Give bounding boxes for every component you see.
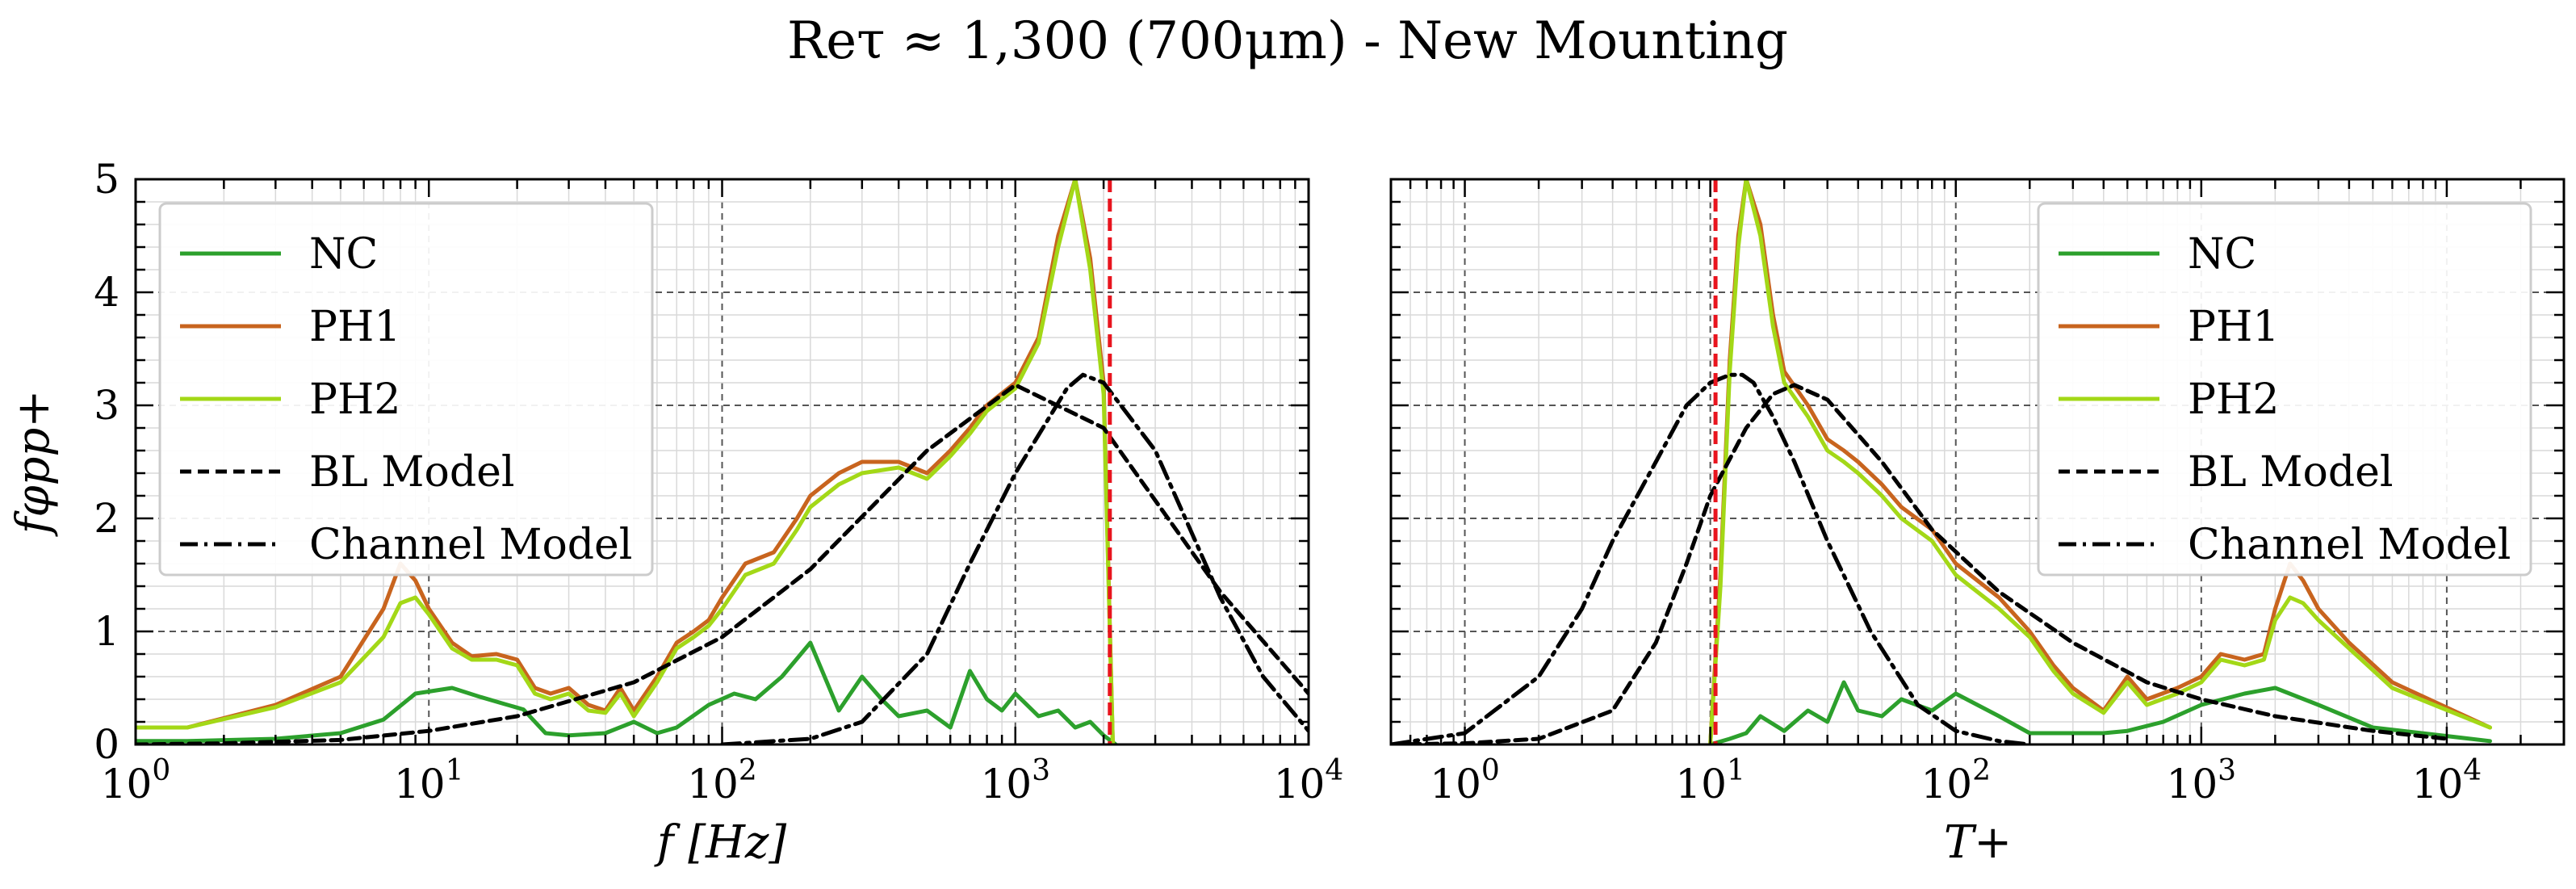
x-tick-label: 103 <box>2167 754 2237 807</box>
x-tick-label: 104 <box>1274 754 1344 807</box>
x-tick-label: 102 <box>687 754 757 807</box>
y-tick-label: 2 <box>94 495 119 542</box>
panel-frequency-ylabel: fφpp+ <box>7 390 60 538</box>
y-tick-label: 0 <box>94 721 119 768</box>
y-tick-label: 4 <box>94 269 119 316</box>
x-tick-label: 104 <box>2412 754 2482 807</box>
legend-label: BL Model <box>309 448 515 497</box>
series-nc <box>136 640 1118 744</box>
series-channel-model <box>720 372 1309 744</box>
legend-label: PH2 <box>309 375 400 424</box>
panel-time-scale-legend: NC PH1 PH2 BL Model Channel Model <box>2037 202 2532 577</box>
x-tick-label: 103 <box>980 754 1050 807</box>
legend-label: NC <box>2188 230 2256 279</box>
panel-time-scale-series <box>1391 179 2492 744</box>
legend-label: PH2 <box>2188 375 2279 424</box>
series-nc <box>1708 680 2492 744</box>
series-ph2 <box>1708 179 2492 744</box>
panel-time-scale-xlabel: T+ <box>1944 816 2012 869</box>
x-tick-label: 101 <box>394 754 464 807</box>
x-tick-label: 102 <box>1920 754 1991 807</box>
x-tick-label: 100 <box>1430 754 1500 807</box>
series-bl-model <box>1391 383 2449 744</box>
legend-label: PH1 <box>2188 303 2279 351</box>
figure-title: Reτ ≈ 1,300 (700μm) - New Mounting <box>787 11 1788 71</box>
x-tick-label: 101 <box>1675 754 1745 807</box>
panel-time-scale: 100 101 102 103 104 T+ NC PH1 PH2 BL Model Chann… <box>1389 178 2566 869</box>
legend-label: NC <box>309 230 378 279</box>
panel-frequency-ticks: 100 101 102 103 104 0 1 2 3 4 5 <box>94 156 1343 807</box>
legend-box <box>158 202 654 577</box>
legend-label: PH1 <box>309 303 400 351</box>
legend-box <box>2037 202 2532 577</box>
legend-label: Channel Model <box>2188 521 2511 569</box>
legend-label: BL Model <box>2188 448 2394 497</box>
series-channel-model <box>1391 372 2032 744</box>
y-tick-label: 5 <box>94 156 119 203</box>
panel-frequency: 100 101 102 103 104 0 1 2 3 4 5 f [Hz] fφpp+ NC PH1… <box>7 156 1343 869</box>
panel-time-scale-ticks: 100 101 102 103 104 <box>1389 178 2566 807</box>
x-tick-label: 100 <box>101 754 171 807</box>
legend-label: Channel Model <box>309 521 632 569</box>
panel-frequency-legend: NC PH1 PH2 BL Model Channel Model <box>158 202 654 577</box>
y-tick-label: 3 <box>94 382 119 429</box>
y-tick-label: 1 <box>94 608 119 655</box>
series-ph2 <box>136 179 1115 744</box>
panel-frequency-xlabel: f [Hz] <box>654 816 787 869</box>
